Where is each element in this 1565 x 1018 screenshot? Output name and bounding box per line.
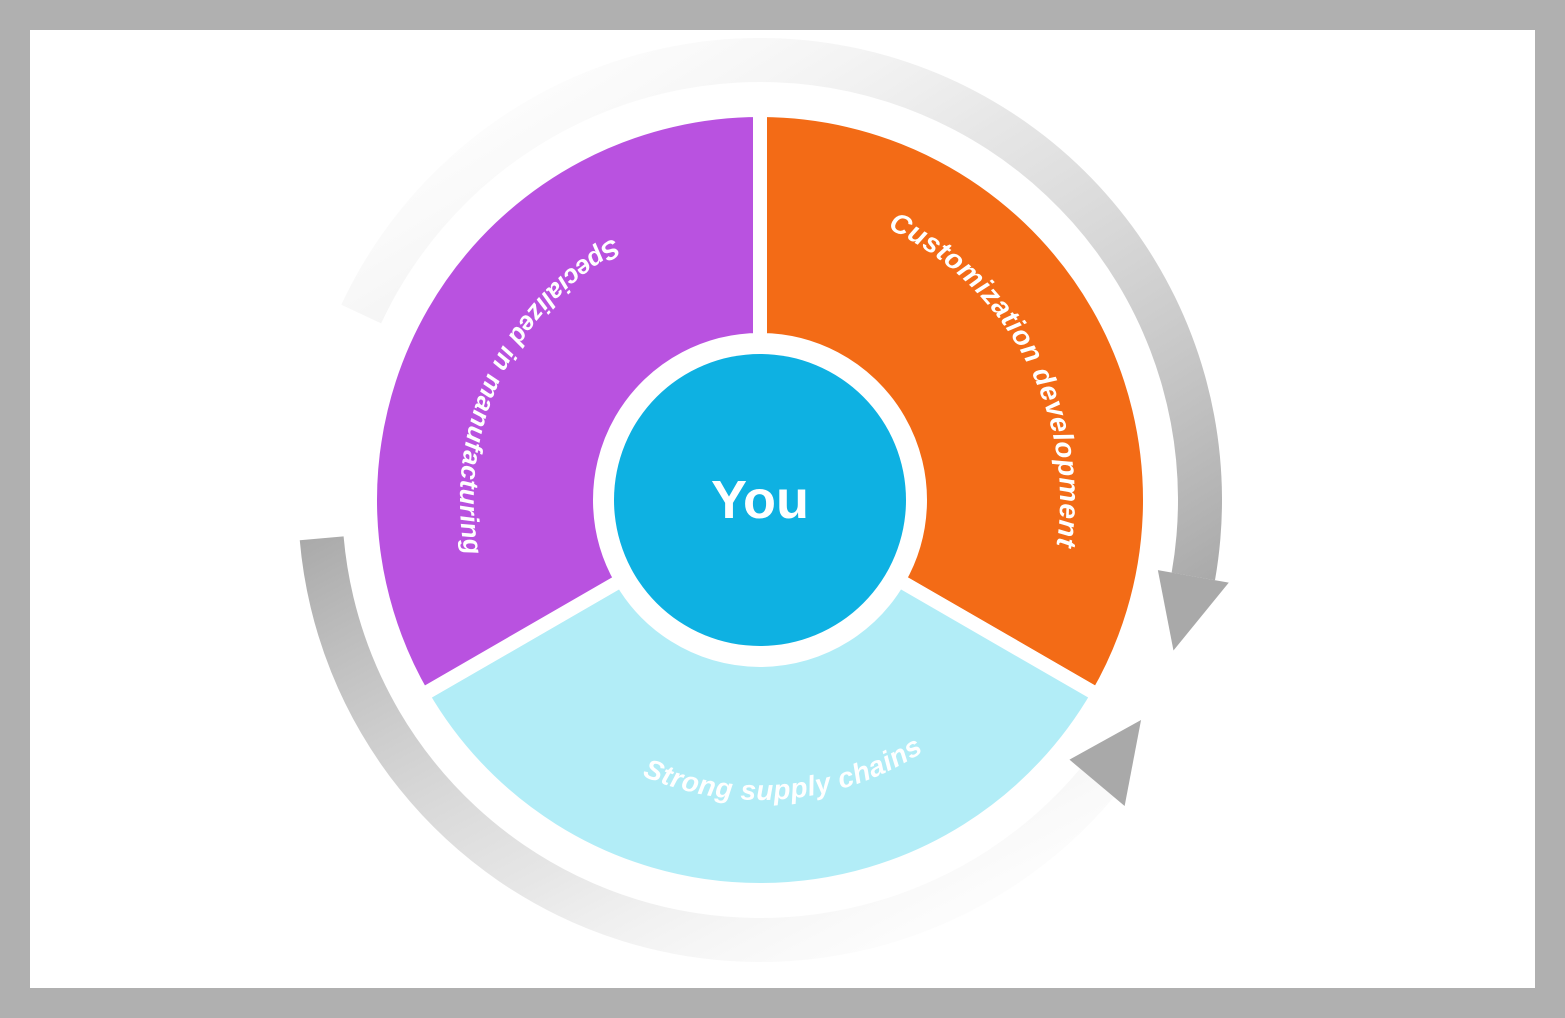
cycle-diagram-svg: Customization developmentStrong supply c…: [30, 30, 1535, 988]
outer-frame: Customization developmentStrong supply c…: [0, 0, 1565, 1018]
cycle-arrow-head: [1158, 570, 1229, 650]
center-label: You: [711, 470, 809, 530]
diagram-canvas: Customization developmentStrong supply c…: [30, 30, 1535, 988]
